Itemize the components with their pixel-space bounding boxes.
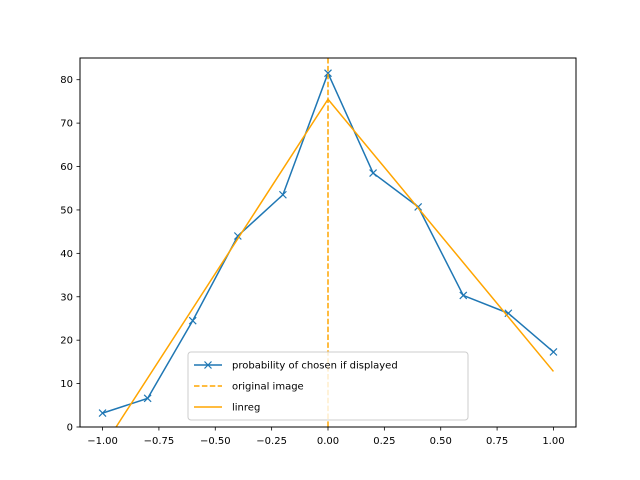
legend-label: original image (232, 382, 304, 393)
data-point-marker (98, 409, 107, 418)
x-tick-label: −0.25 (256, 436, 287, 447)
legend-marker (204, 361, 212, 369)
data-point-marker (324, 69, 332, 78)
data-point-marker (233, 232, 242, 240)
marker-stroke (459, 291, 468, 300)
y-tick-label: 70 (60, 119, 73, 130)
data-point-marker (278, 190, 287, 199)
x-tick-label: 0.75 (486, 436, 508, 447)
marker-stroke (414, 202, 423, 211)
marker-stroke (549, 347, 558, 356)
data-point-marker (188, 316, 197, 325)
y-tick-label: 80 (60, 75, 73, 86)
legend-label: linreg (232, 403, 260, 414)
legend: probability of chosen if displayed origin… (187, 351, 469, 421)
x-axis: −1.00 −0.75 −0.50 −0.25 0.00 0.25 0.50 0.75 1.00 (87, 427, 565, 447)
x-tick-label: 0.00 (317, 436, 339, 447)
y-tick-label: 30 (60, 292, 73, 303)
marker-stroke (278, 190, 287, 199)
y-tick-label: 20 (60, 336, 73, 347)
x-tick-label: 0.50 (430, 436, 452, 447)
linreg-line (115, 98, 555, 427)
y-tick-label: 50 (60, 205, 73, 216)
data-point-marker (504, 309, 513, 318)
marker-stroke (369, 169, 378, 177)
x-tick-label: −0.50 (200, 436, 231, 447)
legend-box (187, 351, 469, 421)
data-point-marker (369, 169, 378, 177)
y-tick-label: 10 (60, 379, 73, 390)
marker-stroke (143, 394, 152, 403)
marker-stroke (324, 69, 332, 78)
data-point-marker (143, 394, 152, 403)
x-tick-label: 0.25 (373, 436, 395, 447)
marker-stroke (504, 309, 513, 318)
data-point-marker (549, 347, 558, 356)
x-tick-label: −0.75 (144, 436, 175, 447)
marker-stroke (188, 316, 197, 325)
x-tick-label: −1.00 (87, 436, 118, 447)
data-point-marker (459, 291, 468, 300)
series-layer (98, 58, 558, 427)
marker-stroke (233, 232, 242, 240)
y-axis: 0 10 20 30 40 50 60 70 80 (60, 75, 80, 434)
y-tick-label: 60 (60, 162, 73, 173)
y-tick-label: 40 (60, 249, 73, 260)
x-tick-label: 1.00 (542, 436, 564, 447)
marker-stroke (98, 409, 107, 418)
y-tick-label: 0 (67, 423, 73, 434)
legend-label: probability of chosen if displayed (232, 361, 398, 372)
